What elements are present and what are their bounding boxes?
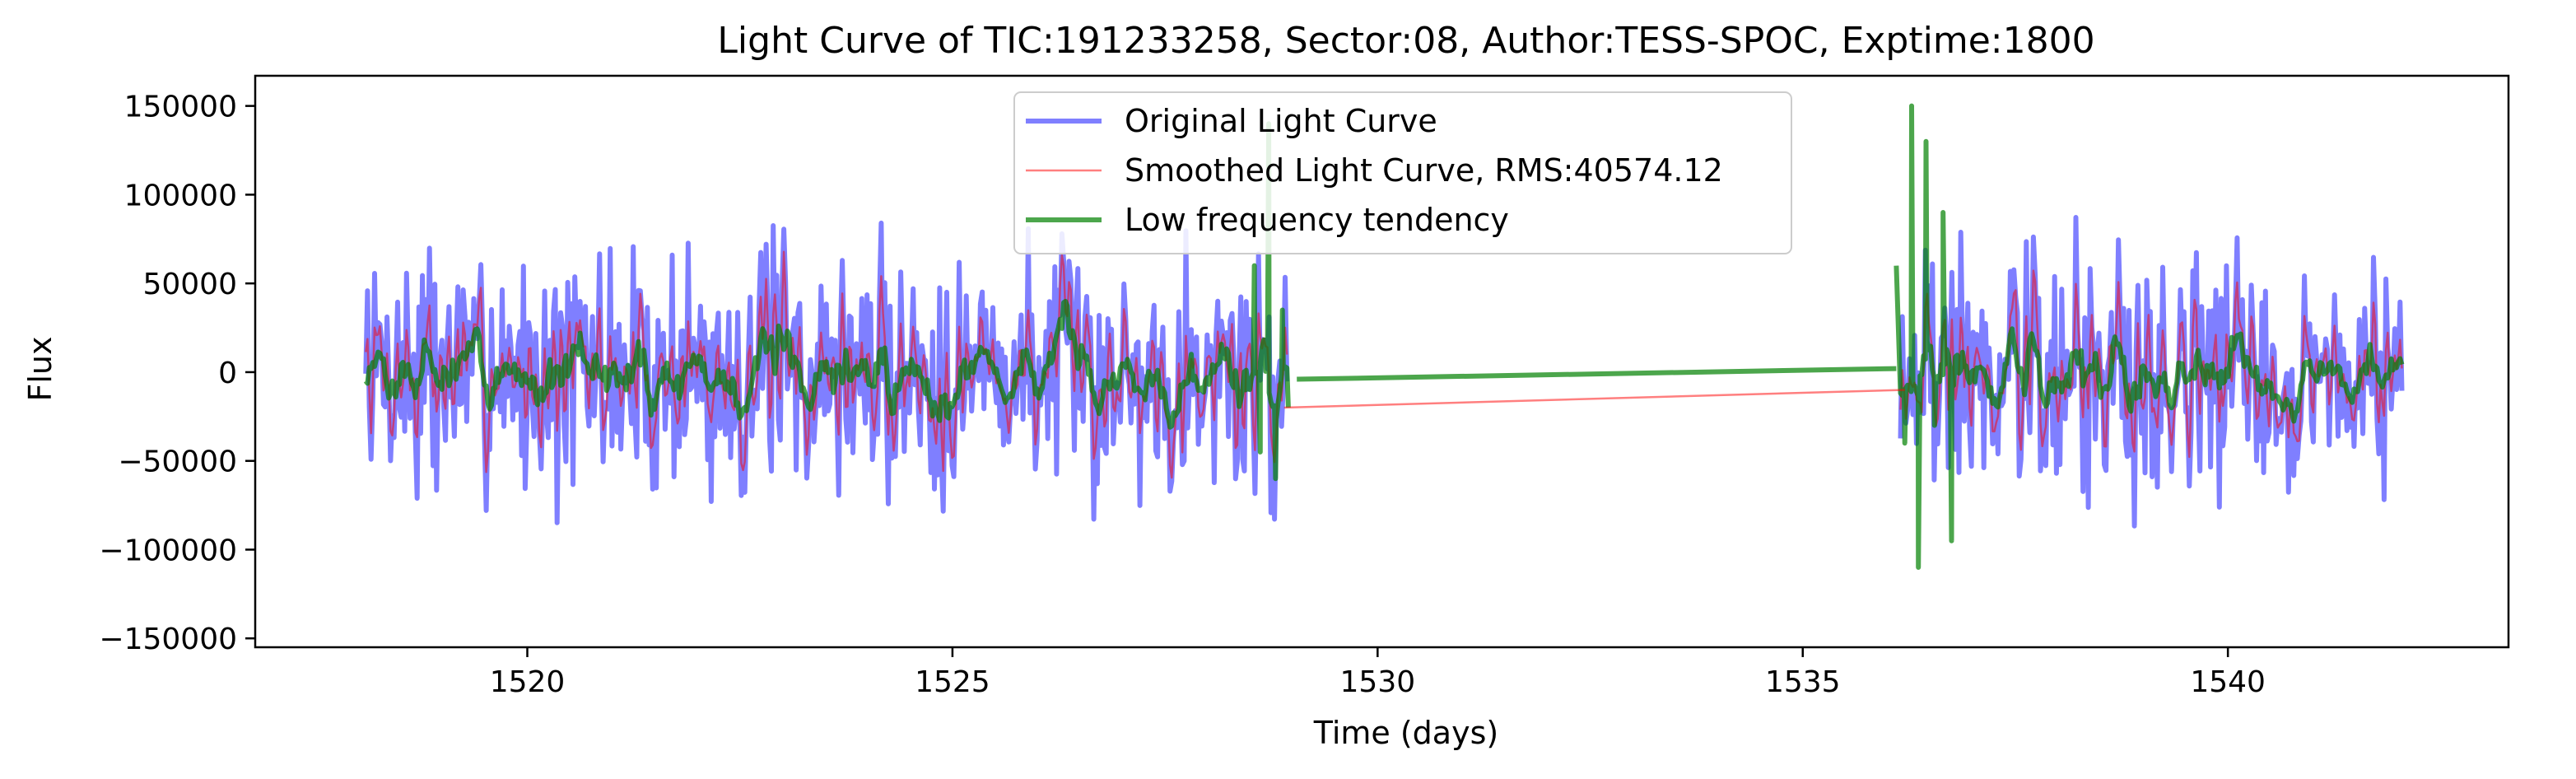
y-tick-label: 100000 [124, 179, 237, 212]
x-tick-label: 1520 [490, 665, 566, 699]
y-tick-label: −100000 [99, 534, 237, 567]
y-axis-label: Flux [22, 337, 58, 402]
series-trend-line-segment-2 [1894, 103, 2405, 570]
y-tick-label: 150000 [124, 91, 237, 124]
x-tick-label: 1540 [2190, 665, 2266, 699]
chart-title: Light Curve of TIC:191233258, Sector:08,… [717, 20, 2094, 62]
axes-frame [254, 74, 2510, 649]
y-tick-label: 50000 [142, 268, 237, 301]
series-trend-line-segment-1 [363, 121, 1291, 482]
y-tick-label: −150000 [99, 623, 237, 656]
y-tick-label: 0 [218, 357, 237, 390]
y-axis: −150000 −100000 −50000 0 50000 100000 150000 [99, 91, 255, 656]
legend-label-trend: Low frequency tendency [1125, 202, 1509, 238]
x-tick-label: 1535 [1765, 665, 1841, 699]
series-smoothed-gap-bridge [1283, 389, 1905, 409]
legend-label-smoothed: Smoothed Light Curve, RMS:40574.12 [1125, 152, 1723, 189]
plot-area [363, 103, 2405, 570]
x-tick-label: 1530 [1340, 665, 1416, 699]
x-tick-label: 1525 [915, 665, 990, 699]
legend-box [1013, 91, 1792, 254]
y-tick-label: −50000 [118, 445, 237, 479]
x-axis-label: Time (days) [1313, 715, 1498, 751]
legend: Original Light Curve Smoothed Light Curv… [1013, 91, 1792, 254]
x-axis: 1520 1525 1530 1535 1540 [490, 647, 2266, 699]
series-trend-gap-bridge [1297, 366, 1897, 382]
legend-label-original: Original Light Curve [1125, 103, 1437, 139]
